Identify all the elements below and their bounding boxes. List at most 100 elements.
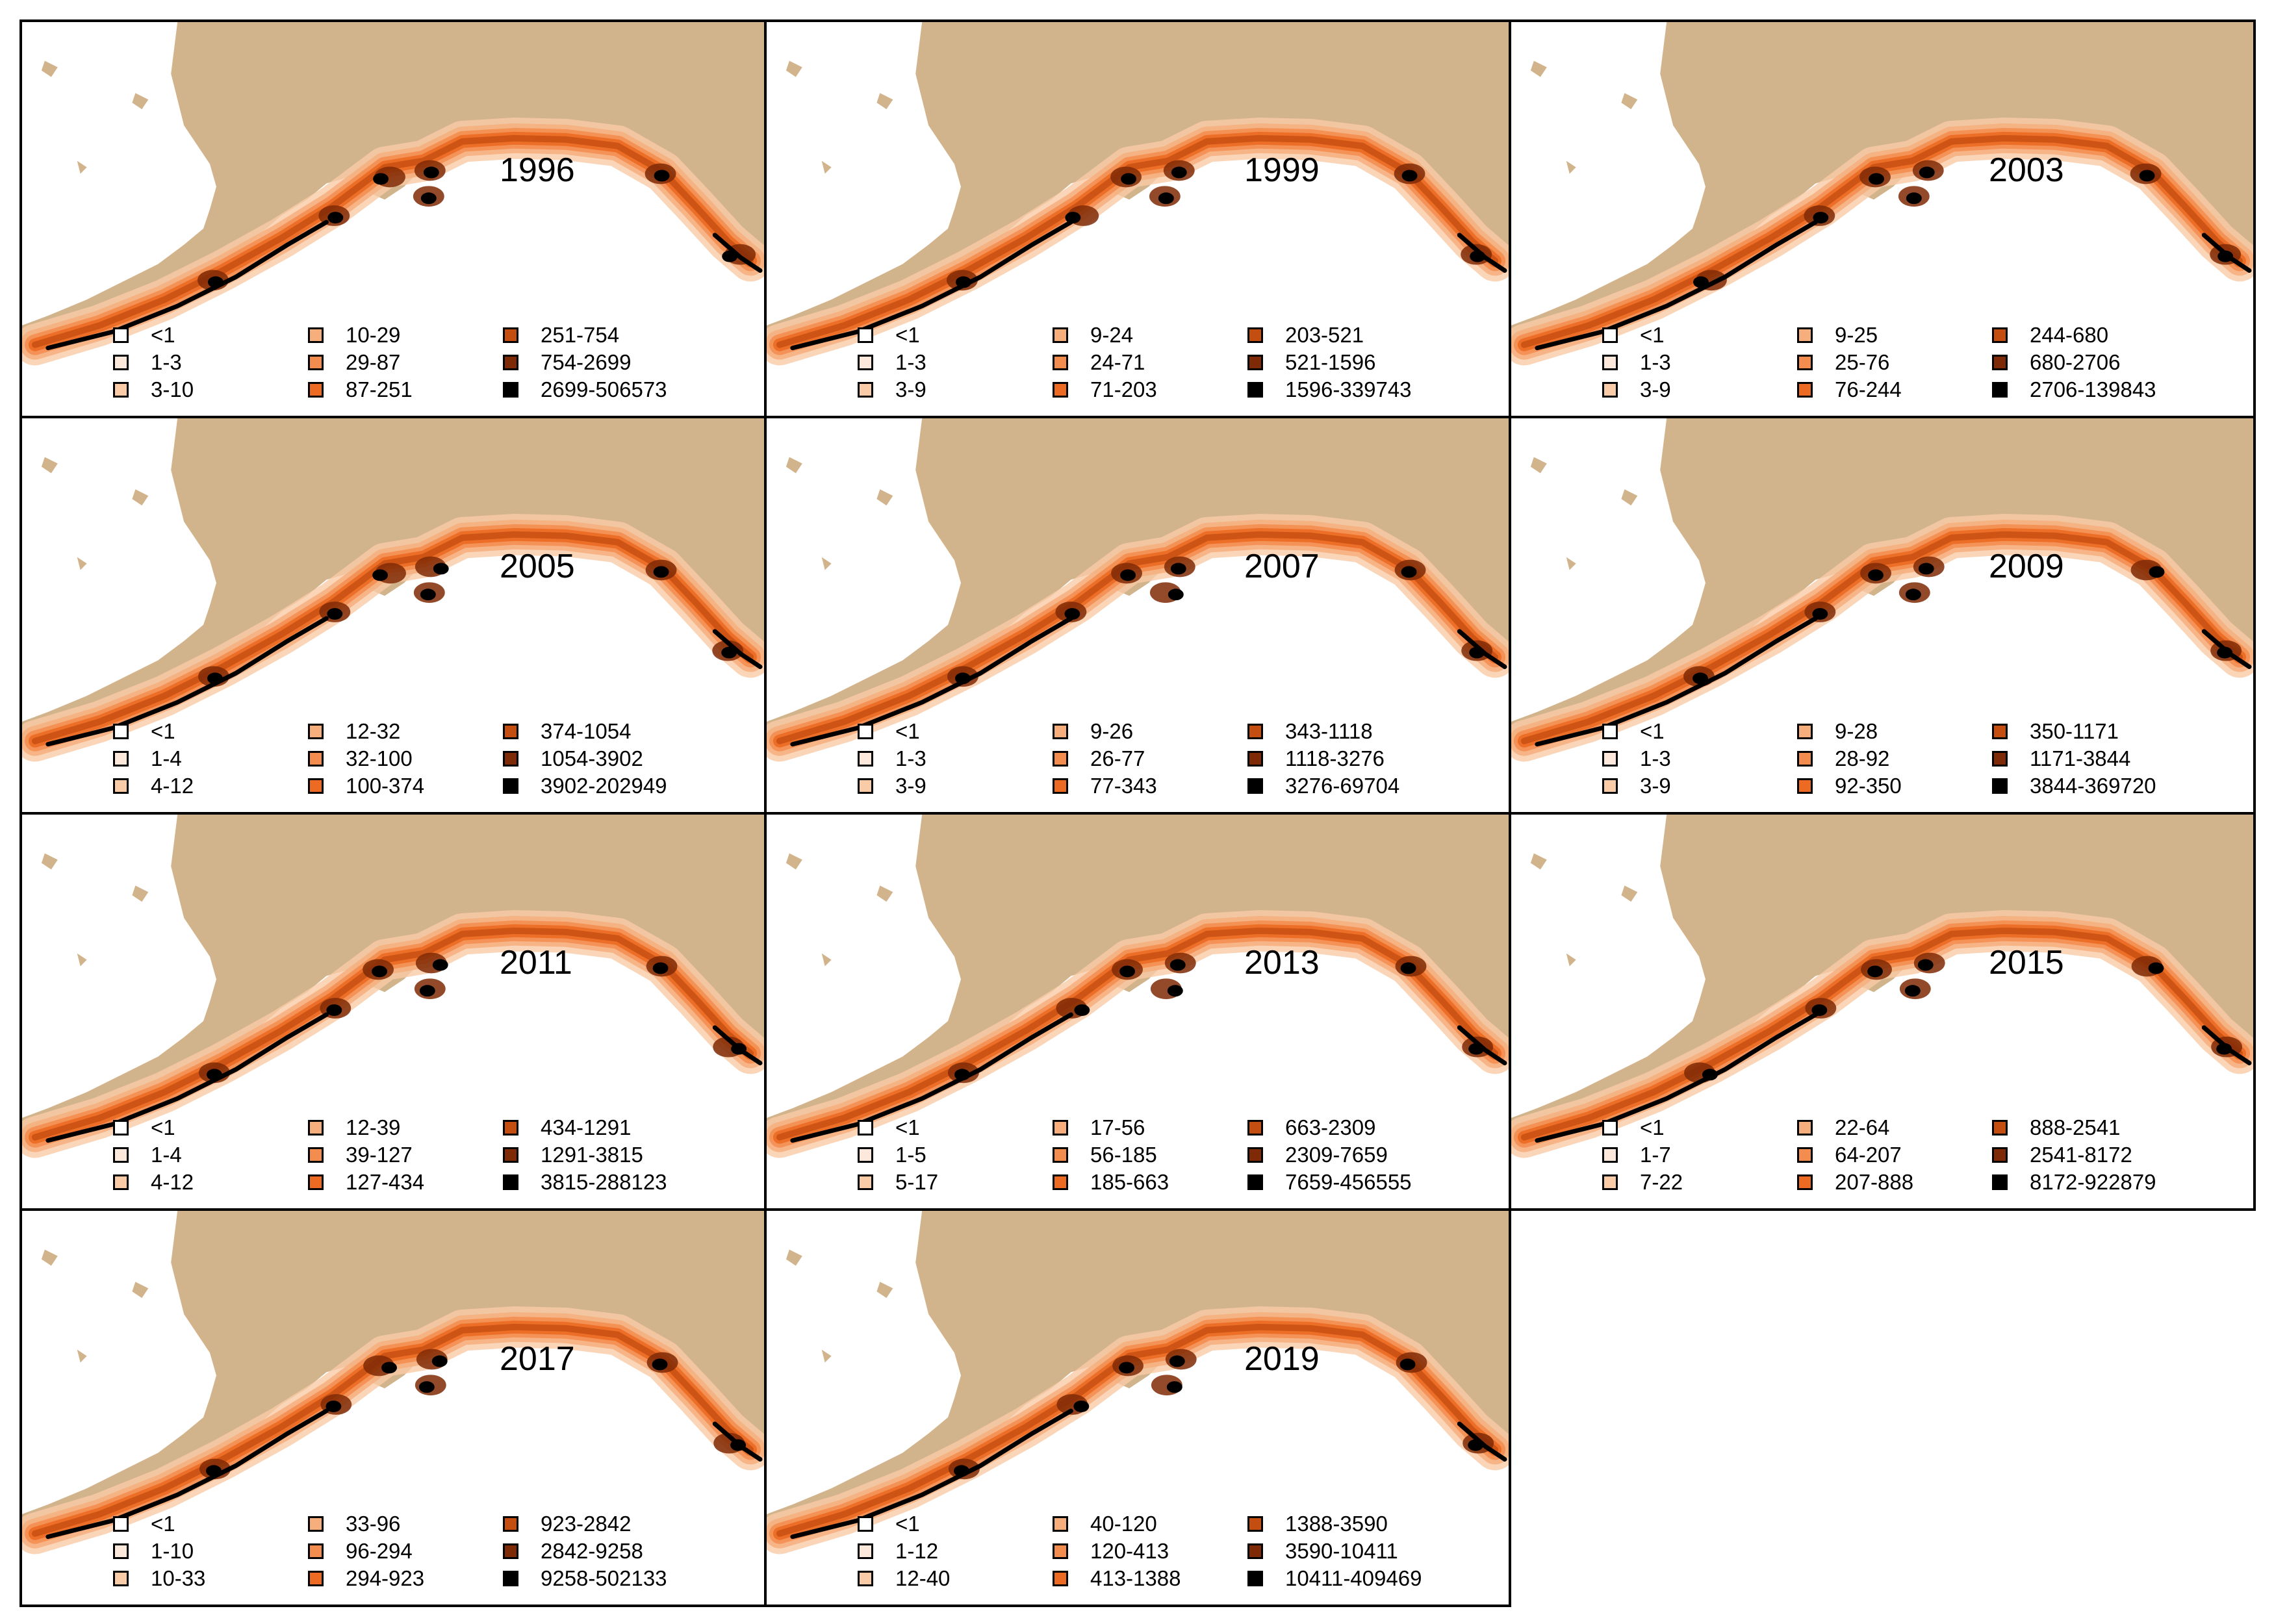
legend-swatch (858, 751, 873, 767)
legend-swatch (1797, 724, 1813, 739)
legend-swatch (308, 1174, 324, 1190)
legend-label: 127-434 (346, 1170, 425, 1194)
legend-item: 1596-339743 (1247, 377, 1412, 402)
legend-label: 12-40 (895, 1566, 951, 1590)
legend-item: 1118-3276 (1247, 746, 1385, 771)
legend-label: 4-12 (151, 774, 194, 798)
legend-label: 1171-3844 (2030, 746, 2131, 770)
legend-label: 3-9 (895, 774, 926, 798)
legend-swatch (1247, 355, 1263, 370)
legend-label: 413-1388 (1090, 1566, 1181, 1590)
legend-swatch (1797, 327, 1813, 343)
legend: <1 1-7 7-22 22-64 64-207 207-888 888-2541 2541-… (1511, 815, 2253, 1208)
legend-swatch (858, 778, 873, 794)
legend-swatch (308, 355, 324, 370)
legend-swatch (858, 1571, 873, 1586)
legend-item: 185-663 (1053, 1170, 1169, 1195)
legend-swatch (1053, 1516, 1068, 1532)
legend-item: 3276-69704 (1247, 774, 1399, 798)
legend-swatch (858, 724, 873, 739)
legend-item: 12-32 (308, 719, 400, 744)
legend-swatch (1992, 382, 2008, 398)
legend-label: 64-207 (1835, 1143, 1902, 1167)
legend-item: 22-64 (1797, 1115, 1889, 1140)
legend-label: <1 (895, 1512, 920, 1536)
legend-label: 663-2309 (1285, 1115, 1376, 1139)
legend-swatch (1247, 1516, 1263, 1532)
legend-item: 4-12 (113, 1170, 194, 1195)
map-panel-2019: 2019 <1 1-12 12-40 40-120 120-413 413-1388 1388… (764, 1208, 1511, 1607)
legend-label: 9-24 (1090, 323, 1134, 347)
legend-label: 2706-139843 (2030, 377, 2156, 401)
legend-item: 1-7 (1602, 1143, 1671, 1167)
legend-swatch (503, 751, 518, 767)
legend-swatch (503, 724, 518, 739)
legend: <1 1-12 12-40 40-120 120-413 413-1388 1388-359… (767, 1211, 1509, 1605)
map-panel-1999: 1999 <1 1-3 3-9 9-24 24-71 71-203 203-521 521-15… (764, 19, 1511, 418)
map-panel-2005: 2005 <1 1-4 4-12 12-32 32-100 100-374 374-1054 1… (19, 416, 767, 815)
density-map (767, 1211, 1509, 1554)
legend-label: 56-185 (1090, 1143, 1157, 1167)
legend-item: 1-3 (858, 350, 926, 375)
legend-item: 1-4 (113, 746, 182, 771)
map-panel-2003: 2003 <1 1-3 3-9 9-25 25-76 76-244 244-680 680-27… (1509, 19, 2256, 418)
legend-item: 1-12 (858, 1539, 938, 1564)
legend-label: 1388-3590 (1285, 1512, 1388, 1536)
legend-label: 374-1054 (541, 719, 632, 743)
legend-label: 10411-409469 (1285, 1566, 1422, 1590)
legend-item: 9-25 (1797, 323, 1878, 348)
legend-swatch (858, 382, 873, 398)
legend-label: 77-343 (1090, 774, 1157, 798)
legend-item: 9-24 (1053, 323, 1133, 348)
legend-item: 3590-10411 (1247, 1539, 1398, 1564)
legend-swatch (503, 1147, 518, 1163)
legend-item: <1 (1602, 323, 1665, 348)
legend-label: 294-923 (346, 1566, 425, 1590)
legend-label: 1-3 (1640, 350, 1671, 374)
legend-swatch (113, 724, 129, 739)
legend-item: <1 (858, 1512, 920, 1536)
legend-swatch (1602, 1174, 1618, 1190)
legend-item: 32-100 (308, 746, 413, 771)
legend-label: 9-26 (1090, 719, 1134, 743)
legend-item: 2699-506573 (503, 377, 667, 402)
map-panel-2015: 2015 <1 1-7 7-22 22-64 64-207 207-888 888-2541 2… (1509, 812, 2256, 1211)
legend-item: 5-17 (858, 1170, 938, 1195)
legend-swatch (1602, 751, 1618, 767)
legend-item: 3844-369720 (1992, 774, 2156, 798)
density-map (767, 418, 1509, 762)
legend-label: 350-1171 (2030, 719, 2119, 743)
legend-item: 28-92 (1797, 746, 1889, 771)
map-panel-2007: 2007 <1 1-3 3-9 9-26 26-77 77-343 343-1118 1118-… (764, 416, 1511, 815)
legend-item: 64-207 (1797, 1143, 1902, 1167)
legend-item: 3-9 (858, 774, 926, 798)
legend-label: 32-100 (346, 746, 413, 770)
legend-swatch (1053, 751, 1068, 767)
legend-swatch (113, 327, 129, 343)
legend-item: 96-294 (308, 1539, 413, 1564)
legend-item: <1 (113, 1512, 175, 1536)
legend-item: 12-39 (308, 1115, 400, 1140)
legend-item: 4-12 (113, 774, 194, 798)
map-panel-2009: 2009 <1 1-3 3-9 9-28 28-92 92-350 350-1171 1171-… (1509, 416, 2256, 815)
legend-swatch (308, 327, 324, 343)
legend-item: 3-10 (113, 377, 194, 402)
legend-label: 17-56 (1090, 1115, 1145, 1139)
legend-label: 40-120 (1090, 1512, 1157, 1536)
legend-swatch (503, 1174, 518, 1190)
legend-swatch (113, 1174, 129, 1190)
legend-label: <1 (151, 323, 175, 347)
legend-item: 244-680 (1992, 323, 2108, 348)
legend-item: 71-203 (1053, 377, 1157, 402)
legend-label: 100-374 (346, 774, 425, 798)
legend-label: <1 (895, 1115, 920, 1139)
legend-item: 24-71 (1053, 350, 1145, 375)
legend-swatch (858, 1120, 873, 1136)
legend-item: 663-2309 (1247, 1115, 1375, 1140)
legend-swatch (858, 355, 873, 370)
legend-label: 2842-9258 (541, 1539, 643, 1563)
legend-item: 350-1171 (1992, 719, 2119, 744)
legend-swatch (1247, 1543, 1263, 1559)
legend-swatch (113, 382, 129, 398)
